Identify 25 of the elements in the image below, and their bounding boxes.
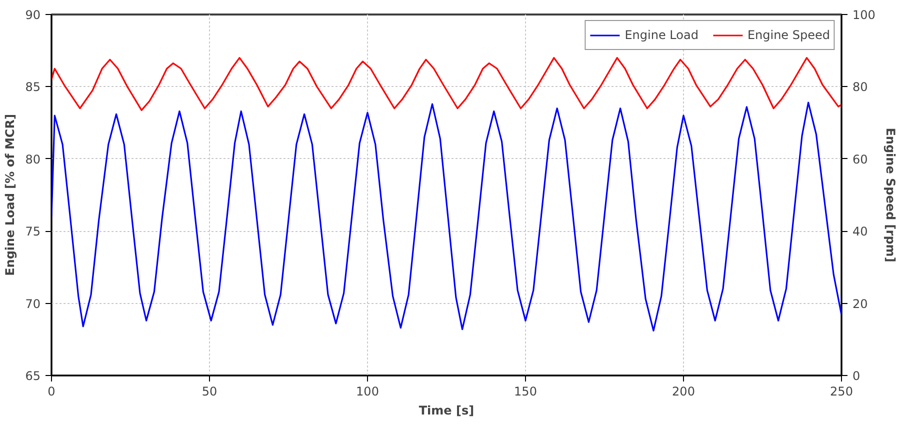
y-tick-label: 90 (25, 8, 41, 22)
x-tick-label: 200 (672, 384, 695, 398)
y-tick-label: 75 (25, 224, 41, 239)
line-series (52, 57, 842, 111)
x-tick-label: 100 (356, 384, 379, 398)
y2-tick-label: 20 (852, 296, 868, 311)
x-axis-title: Time [s] (418, 404, 474, 418)
line-series (52, 102, 842, 332)
y2-tick-label: 100 (852, 8, 876, 22)
y-tick-label: 65 (25, 369, 41, 383)
legend-label: Engine Load (624, 28, 698, 42)
y-tick-label: 70 (25, 296, 41, 311)
y-tick-label: 85 (25, 80, 41, 94)
legend-label: Engine Speed (747, 28, 830, 42)
x-tick-label: 50 (202, 384, 218, 398)
y-tick-label: 80 (25, 152, 41, 166)
x-tick-label: 250 (830, 384, 853, 398)
y2-tick-label: 0 (852, 369, 860, 383)
y2-tick-label: 40 (852, 224, 868, 239)
y-axis-title: Engine Load [% of MCR] (3, 114, 18, 276)
x-tick-label: 0 (48, 384, 56, 398)
x-tick-label: 150 (514, 384, 537, 398)
y2-axis-title: Engine Speed [rpm] (883, 128, 898, 262)
y2-tick-label: 60 (852, 152, 868, 166)
y2-tick-label: 80 (852, 80, 868, 94)
